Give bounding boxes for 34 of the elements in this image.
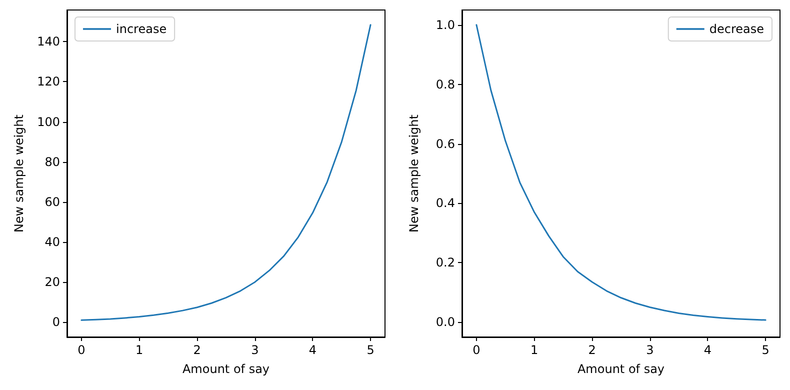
line-series (80, 24, 372, 321)
x-tick-label: 1 (135, 343, 144, 357)
y-axis-title: New sample weight (407, 114, 421, 232)
x-axis-title: Amount of say (182, 362, 270, 376)
y-tick-label: 0.2 (436, 256, 455, 270)
x-tick-label: 3 (251, 343, 259, 357)
y-tick-label: 0.4 (436, 196, 455, 210)
x-tick-label: 4 (704, 343, 712, 357)
x-tick-label: 1 (530, 343, 538, 357)
y-tick-label: 80 (44, 154, 60, 169)
y-tick-label: 1.0 (436, 18, 455, 32)
y-tick-label: 100 (37, 114, 60, 129)
legend-label: decrease (709, 22, 764, 36)
y-tick-label: 0.0 (436, 315, 455, 330)
x-tick-label: 3 (646, 343, 654, 357)
y-axis-title: New sample weight (12, 114, 26, 232)
x-axis-title: Amount of say (577, 362, 665, 376)
x-tick-label: 2 (193, 343, 201, 357)
y-tick-label: 140 (37, 34, 60, 49)
x-tick-label: 5 (366, 343, 374, 357)
y-tick-label: 0 (52, 315, 60, 330)
y-tick-label: 20 (44, 275, 60, 290)
x-tick-label: 0 (472, 343, 480, 357)
x-tick-label: 2 (588, 343, 596, 357)
legend-label: increase (116, 22, 167, 36)
x-tick-label: 5 (762, 343, 770, 357)
y-tick-label: 120 (37, 74, 60, 89)
y-tick-label: 60 (44, 194, 60, 209)
x-tick-label: 4 (308, 343, 317, 357)
x-tick-label: 0 (78, 343, 86, 357)
line-series (476, 24, 766, 321)
y-tick-label: 0.8 (436, 77, 455, 92)
y-tick-label: 40 (44, 235, 60, 250)
y-tick-label: 0.6 (436, 136, 455, 151)
